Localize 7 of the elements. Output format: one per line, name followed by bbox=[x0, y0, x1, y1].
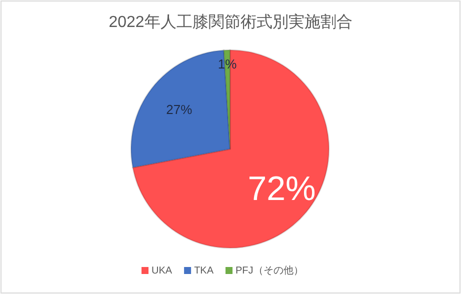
chart-title: 2022年人工膝関節術式別実施割合 bbox=[108, 13, 352, 31]
legend-label: UKA bbox=[152, 266, 172, 276]
legend-label: TKA bbox=[194, 266, 214, 276]
data-label: 1% bbox=[218, 56, 238, 72]
data-label: 27% bbox=[166, 102, 193, 118]
data-label: 72% bbox=[248, 170, 316, 208]
legend-label: PFJ（その他） bbox=[236, 264, 304, 276]
